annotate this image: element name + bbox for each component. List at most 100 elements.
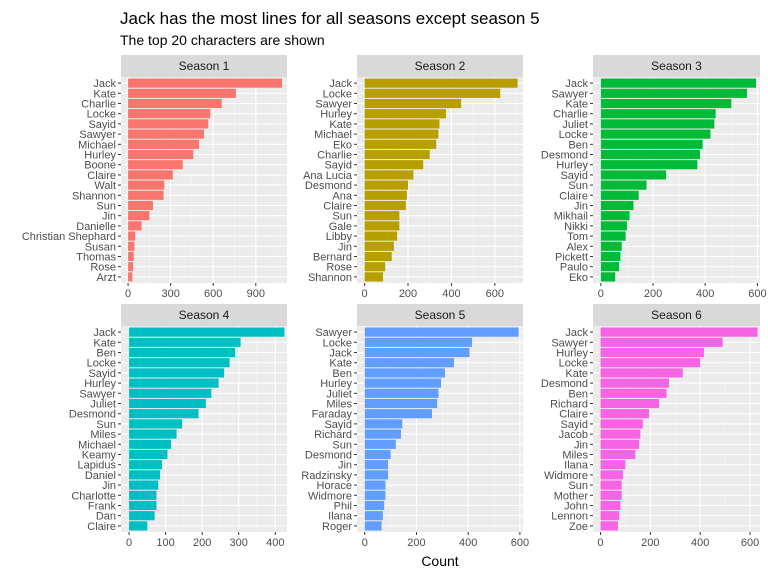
y-tick-label: Paulo (560, 262, 588, 274)
y-tick-label: Frank (88, 500, 117, 512)
bar (364, 460, 389, 470)
y-tick-label: Jin (102, 480, 116, 492)
bar (600, 129, 711, 139)
y-tick-label: Sayid (324, 160, 352, 172)
bar (600, 347, 704, 358)
y-tick-label: Sawyer (551, 337, 588, 349)
y-tick-label: Hurley (84, 150, 116, 162)
chart-title: Jack has the most lines for all seasons … (120, 9, 540, 28)
y-tick-label: Locke (559, 129, 588, 141)
y-tick-label: Locke (559, 358, 588, 370)
bar (128, 180, 165, 190)
y-tick-label: Rose (90, 262, 116, 274)
y-tick-label: Susan (85, 241, 116, 253)
y-tick-label: Desmond (305, 449, 352, 461)
y-tick-label: Shannon (308, 272, 352, 284)
bar (364, 251, 392, 262)
y-tick-label: Jin (574, 439, 588, 451)
x-tick-label: 400 (691, 537, 709, 549)
bar (128, 211, 150, 221)
bar (364, 347, 470, 358)
y-tick-label: Sawyer (79, 129, 116, 141)
y-tick-label: Widmore (308, 490, 352, 502)
bar (364, 160, 424, 170)
y-tick-label: Jin (102, 211, 116, 223)
strip-background (357, 304, 523, 326)
y-tick-label: Ana Lucia (303, 170, 353, 182)
y-tick-label: John (564, 500, 588, 512)
bar (600, 470, 623, 480)
bar (128, 200, 153, 211)
strip-background (593, 304, 760, 326)
x-tick-label: 600 (741, 537, 759, 549)
y-tick-label: Horace (317, 480, 352, 492)
bar (129, 500, 157, 511)
bar (600, 262, 620, 272)
bar (364, 149, 430, 160)
y-tick-label: Kate (565, 368, 588, 380)
y-tick-label: Jack (93, 327, 116, 339)
bar (129, 480, 159, 490)
strip-label: Season 4 (179, 308, 230, 322)
y-tick-label: Widmore (544, 470, 588, 482)
bar (128, 109, 211, 119)
y-tick-label: Sayid (560, 419, 588, 431)
x-tick-label: 200 (399, 288, 417, 300)
bar (129, 490, 157, 500)
bar (129, 398, 206, 409)
bar (600, 419, 643, 429)
bar (364, 337, 473, 347)
bar (364, 211, 400, 221)
x-tick-label: 600 (204, 288, 222, 300)
y-tick-label: Sawyer (315, 99, 352, 111)
y-tick-label: Lapidus (77, 460, 116, 472)
y-tick-label: Desmond (541, 378, 588, 390)
bar (364, 78, 518, 88)
bar (129, 511, 155, 521)
y-tick-label: Hurley (320, 378, 352, 390)
bar (600, 160, 698, 170)
x-tick-label: 900 (247, 288, 265, 300)
y-tick-label: Sun (568, 480, 588, 492)
bar (364, 241, 394, 251)
bar (128, 78, 283, 88)
bar (600, 460, 626, 470)
y-tick-label: Sawyer (551, 88, 588, 100)
y-tick-label: Michael (78, 139, 116, 151)
bar (364, 521, 382, 531)
bar (600, 200, 634, 211)
y-tick-label: Jack (565, 78, 588, 90)
bar (129, 378, 219, 388)
y-tick-label: Walt (94, 180, 116, 192)
y-tick-label: Claire (559, 409, 588, 421)
bar (600, 439, 640, 449)
y-tick-label: Richard (314, 429, 352, 441)
y-tick-label: Juliet (90, 399, 116, 411)
y-tick-label: Phil (334, 500, 352, 512)
panel-season-3: Season 30 200 400 600JackSawyerKateCharlieJ… (541, 55, 767, 300)
bar (364, 272, 384, 282)
x-tick-label: 200 (641, 537, 659, 549)
bar (600, 398, 660, 409)
x-tick-label: 100 (156, 537, 174, 549)
y-tick-label: Locke (323, 337, 352, 349)
x-tick-label: 400 (442, 288, 460, 300)
strip-label: Season 3 (651, 59, 702, 73)
y-tick-label: Locke (87, 109, 116, 121)
y-tick-label: Shannon (72, 190, 116, 202)
bar (600, 251, 621, 262)
y-tick-label: Charlie (553, 109, 588, 121)
bar (364, 378, 442, 388)
y-tick-label: Charlie (81, 99, 116, 111)
y-tick-label: Jack (329, 348, 352, 360)
bar (128, 149, 194, 160)
bar (364, 358, 454, 368)
bar (600, 190, 639, 200)
bar (600, 109, 716, 119)
strip-label: Season 6 (651, 308, 702, 322)
y-tick-label: Sayid (560, 170, 588, 182)
bar (128, 231, 136, 241)
bar (128, 241, 135, 251)
bar (364, 368, 445, 378)
